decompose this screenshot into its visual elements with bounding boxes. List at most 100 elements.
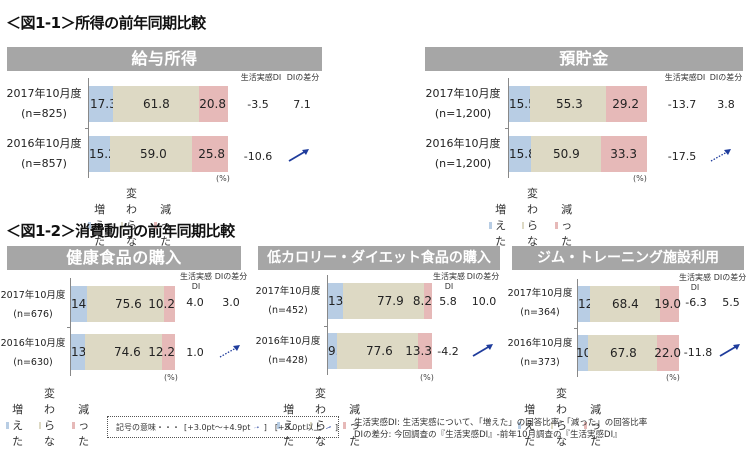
period-label: 2017年10月度 bbox=[425, 87, 501, 100]
di-value: -10.6 bbox=[243, 150, 273, 163]
segment-increased: 15.5 bbox=[509, 86, 536, 122]
di-value: -3.5 bbox=[247, 98, 269, 111]
row-label: 2017年10月度 (n=452) bbox=[252, 282, 324, 320]
swatch-decreased bbox=[72, 421, 76, 429]
row-label: 2016年10月度 (n=630) bbox=[0, 334, 66, 372]
legend-unchanged: 変わらない bbox=[39, 385, 60, 451]
di-value: -13.7 bbox=[667, 98, 697, 111]
sample-size: (n=428) bbox=[268, 355, 308, 366]
period-label: 2016年10月度 bbox=[507, 338, 573, 349]
segment-unchanged: 50.9 bbox=[531, 136, 601, 172]
range-large-label: [+5.0pt以上 bbox=[274, 422, 322, 432]
segment-decreased: 22.0 bbox=[654, 335, 681, 371]
row-label: 2016年10月度 (n=428) bbox=[252, 332, 324, 370]
segment-decreased: 10.2 bbox=[148, 286, 175, 322]
segment-unchanged: 55.3 bbox=[530, 86, 606, 122]
percent-unit: (%) bbox=[164, 373, 178, 382]
segment-unchanged: 68.4 bbox=[590, 286, 660, 322]
stacked-bar: 13.9 77.9 8.2 bbox=[328, 283, 432, 319]
legend-increased: 増えた bbox=[6, 401, 27, 449]
solid-arrow-up-right-icon bbox=[472, 344, 493, 357]
segment-unchanged: 61.8 bbox=[113, 86, 199, 122]
legend-increased: 増えた bbox=[277, 401, 298, 449]
segment-decreased: 19.0 bbox=[654, 286, 681, 322]
percent-unit: (%) bbox=[216, 174, 230, 183]
segment-unchanged: 74.6 bbox=[85, 334, 162, 370]
range-small-label: [+3.0pt～+4.9pt bbox=[184, 422, 251, 432]
segment-increased: 9.1 bbox=[328, 333, 347, 369]
segment-decreased: 29.2 bbox=[606, 86, 647, 122]
axis-tick bbox=[85, 128, 89, 129]
legend: 増えた 変わらない 減った bbox=[518, 385, 605, 451]
segment-increased: 10.2 bbox=[576, 335, 603, 371]
sample-size: (n=825) bbox=[21, 107, 67, 120]
stacked-bar: 12.6 68.4 19.0 bbox=[578, 286, 681, 322]
legend: 増えた 変わらない 減った bbox=[88, 185, 175, 265]
di-diff-value: 10.0 bbox=[471, 295, 497, 308]
panel-title: ジム・トレーニング施設利用 bbox=[512, 246, 744, 270]
stacked-bar: 13.2 74.6 12.2 bbox=[71, 334, 175, 370]
period-label: 2017年10月度 bbox=[507, 288, 573, 299]
panel-title: 低カロリー・ダイエット食品の購入 bbox=[258, 246, 500, 270]
swatch-decreased bbox=[555, 221, 559, 229]
period-label: 2016年10月度 bbox=[6, 137, 82, 150]
sample-size: (n=676) bbox=[13, 309, 53, 320]
percent-unit: (%) bbox=[666, 373, 680, 382]
di-value: -17.5 bbox=[667, 150, 697, 163]
dotted-arrow-up-right-icon bbox=[254, 425, 260, 428]
legend: 増えた 変わらない 減った bbox=[489, 185, 576, 265]
axis-tick bbox=[505, 128, 509, 129]
diff-definition: DIの差分: 今回調査の『生活実感DI』-前年10月調査の『生活実感DI』 bbox=[354, 430, 622, 440]
stacked-bar: 17.3 61.8 20.8 bbox=[89, 86, 228, 122]
period-label: 2017年10月度 bbox=[0, 290, 66, 301]
row-label: 2017年10月度 (n=676) bbox=[0, 286, 66, 324]
swatch-decreased bbox=[584, 421, 588, 429]
y-axis bbox=[327, 275, 328, 375]
dotted-arrow-up-right-icon bbox=[219, 345, 240, 358]
swatch-increased bbox=[489, 221, 493, 229]
period-label: 2017年10月度 bbox=[6, 87, 82, 100]
symbol-legend-box: 記号の意味・・・ [+3.0pt～+4.9pt ] [+5.0pt以上 ] bbox=[107, 416, 339, 438]
stacked-bar: 15.8 50.9 33.3 bbox=[509, 136, 647, 172]
legend-decreased: 減った bbox=[584, 401, 605, 449]
segment-unchanged: 77.9 bbox=[343, 283, 424, 319]
di-value: -6.3 bbox=[685, 296, 707, 309]
swatch-increased bbox=[277, 421, 281, 429]
stacked-bar: 15.2 59.0 25.8 bbox=[89, 136, 228, 172]
di-column-header: 生活実感DI bbox=[664, 73, 706, 82]
segment-increased: 15.2 bbox=[89, 136, 116, 172]
swatch-unchanged bbox=[522, 221, 525, 229]
segment-increased: 13.2 bbox=[71, 334, 98, 370]
legend-increased: 増えた bbox=[88, 201, 109, 249]
stacked-bar: 9.1 77.6 13.3 bbox=[328, 333, 432, 369]
row-label: 2017年10月度 (n=1,200) bbox=[418, 84, 508, 124]
legend-increased: 増えた bbox=[489, 201, 510, 249]
percent-unit: (%) bbox=[633, 174, 647, 183]
legend-increased: 増えた bbox=[518, 401, 539, 449]
swatch-increased bbox=[518, 421, 522, 429]
period-label: 2016年10月度 bbox=[425, 137, 501, 150]
row-label: 2016年10月度 (n=373) bbox=[504, 334, 576, 372]
diff-column-header: DIの差分 bbox=[709, 73, 743, 82]
symbol-meaning-label: 記号の意味・・・ bbox=[116, 422, 180, 432]
di-diff-value: 5.5 bbox=[722, 296, 740, 309]
period-label: 2017年10月度 bbox=[255, 286, 321, 297]
solid-arrow-up-right-icon bbox=[325, 425, 331, 429]
segment-decreased: 33.3 bbox=[601, 136, 647, 172]
legend: 増えた 変わらない 減った bbox=[277, 385, 364, 451]
swatch-unchanged bbox=[551, 421, 554, 429]
segment-increased: 14.2 bbox=[71, 286, 98, 322]
row-label: 2017年10月度 (n=364) bbox=[504, 284, 576, 322]
solid-arrow-up-right-icon bbox=[719, 344, 740, 357]
di-column-header: 生活実感DI bbox=[240, 73, 282, 82]
stacked-bar: 10.2 67.8 22.0 bbox=[576, 335, 681, 371]
segment-unchanged: 75.6 bbox=[87, 286, 164, 322]
segment-decreased: 25.8 bbox=[192, 136, 228, 172]
sample-size: (n=373) bbox=[520, 357, 560, 368]
axis-tick bbox=[324, 326, 328, 327]
segment-unchanged: 67.8 bbox=[588, 335, 657, 371]
stacked-bar: 14.2 75.6 10.2 bbox=[71, 286, 175, 322]
di-value: -4.2 bbox=[437, 345, 459, 358]
